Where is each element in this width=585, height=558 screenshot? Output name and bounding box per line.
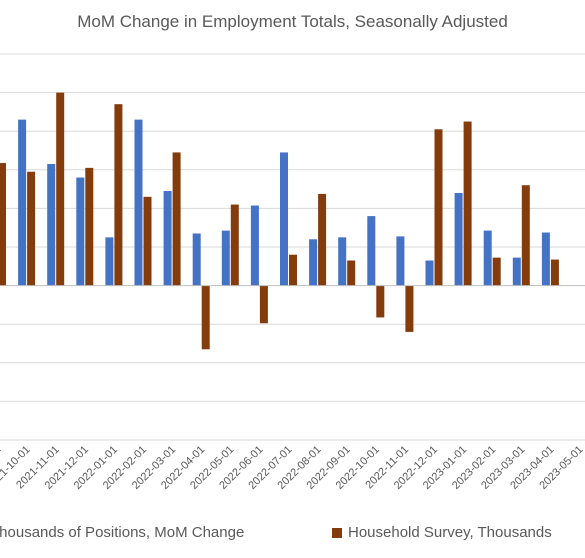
- bar-series-2: [27, 171, 36, 286]
- bar-series-1: [512, 257, 521, 286]
- bar-series-1: [47, 164, 56, 286]
- bar-series-1: [541, 232, 550, 286]
- bar-series-2: [230, 204, 239, 286]
- bar-series-1: [18, 119, 27, 286]
- bar-series-2: [201, 285, 210, 350]
- bar-series-2: [347, 260, 356, 286]
- bar-series-2: [434, 129, 443, 286]
- bar-series-1: [76, 177, 85, 286]
- bar-series-1: [134, 119, 143, 286]
- bar-series-1: [396, 236, 405, 286]
- bar-series-2: [463, 121, 472, 286]
- bar-series-1: [192, 233, 201, 286]
- bar-series-2: [0, 163, 6, 286]
- chart-title: MoM Change in Employment Totals, Seasona…: [77, 12, 508, 31]
- bar-series-1: [250, 205, 259, 286]
- legend: Thousands of Positions, MoM Change House…: [0, 524, 585, 546]
- bar-series-2: [259, 285, 268, 324]
- bar-series-1: [105, 237, 114, 286]
- legend-label-series-2: Household Survey, Thousands: [348, 524, 552, 541]
- bar-series-2: [405, 285, 414, 332]
- bar-series-2: [550, 259, 559, 286]
- bar-series-2: [56, 92, 65, 286]
- bar-series-1: [163, 191, 172, 286]
- bar-series-1: [338, 237, 347, 286]
- bar-series-1: [483, 230, 492, 286]
- bar-series-2: [85, 167, 94, 286]
- bar-series-2: [521, 185, 530, 286]
- legend-item-series-2: Household Survey, Thousands: [332, 524, 552, 541]
- bar-series-2: [114, 104, 123, 286]
- bar-series-2: [143, 196, 152, 286]
- bar-series-2: [376, 285, 385, 318]
- bar-series-2: [492, 257, 501, 286]
- bar-series-1: [454, 192, 463, 286]
- bar-series-2: [289, 254, 297, 286]
- bar-series-1: [425, 260, 434, 286]
- legend-swatch-series-2: [332, 527, 342, 538]
- bar-chart: 2021-09-012021-10-012021-11-012021-12-01…: [0, 53, 585, 492]
- bar-series-2: [172, 152, 181, 286]
- bar-series-1: [280, 152, 288, 286]
- bar-series-1: [309, 239, 318, 286]
- legend-item-series-1: Thousands of Positions, MoM Change: [0, 524, 244, 541]
- bar-series-1: [221, 230, 230, 286]
- legend-label-series-1: Thousands of Positions, MoM Change: [0, 524, 245, 541]
- bar-series-1: [367, 216, 376, 286]
- bar-series-2: [318, 193, 327, 286]
